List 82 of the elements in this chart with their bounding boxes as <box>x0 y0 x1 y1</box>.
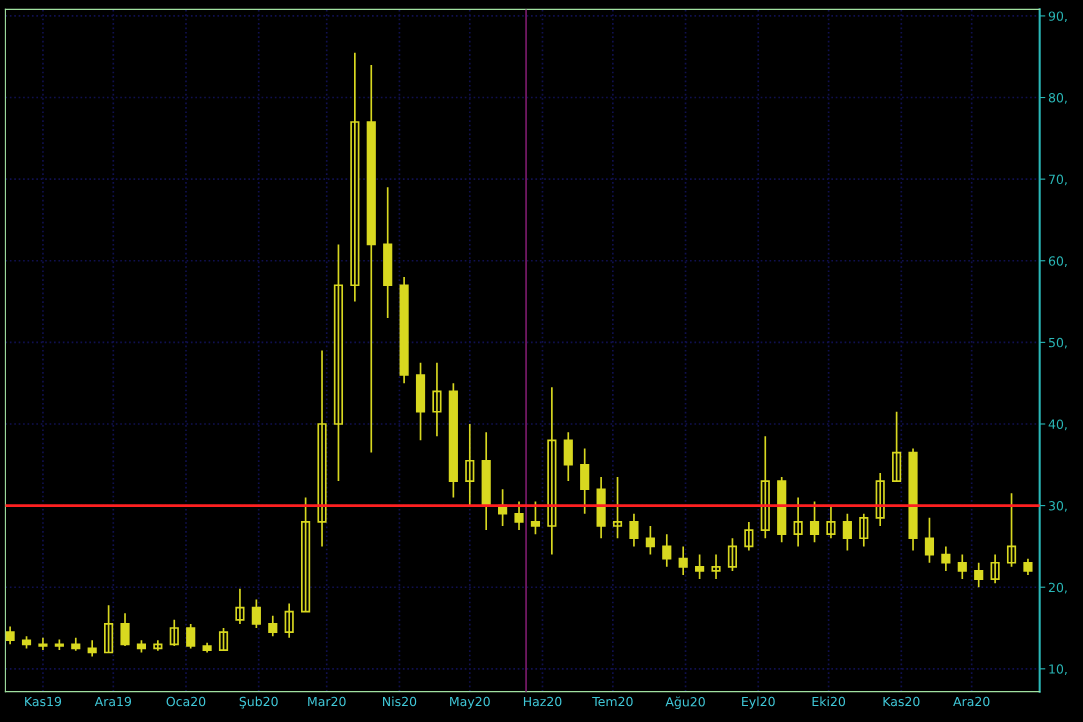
candlestick <box>186 623 196 650</box>
candlestick <box>87 639 97 658</box>
candlestick <box>251 598 261 629</box>
candlestick <box>54 638 64 651</box>
candlestick <box>859 512 869 548</box>
candlestick <box>612 476 623 540</box>
candlestick <box>333 243 344 482</box>
candlestick <box>826 504 836 540</box>
candlestick <box>530 500 541 535</box>
candlestick <box>481 431 491 531</box>
y-tick-label: 10, <box>1049 664 1067 676</box>
x-tick-label: Haz20 <box>523 696 562 707</box>
y-tick-label: 80, <box>1048 93 1067 104</box>
candlestick <box>974 561 984 589</box>
candlestick <box>793 496 803 548</box>
x-tick-label: Ağu20 <box>665 696 705 709</box>
y-tick-label: 50, <box>1048 337 1067 349</box>
candlestick <box>662 533 672 568</box>
candlestick <box>629 512 639 548</box>
candlestick <box>235 588 245 625</box>
x-tick-label: Kas19 <box>25 696 62 707</box>
candlestick <box>1006 492 1017 568</box>
candlestick <box>645 525 655 556</box>
candlestick <box>21 635 32 650</box>
x-tick-label: Tem20 <box>592 696 633 707</box>
candlestick <box>169 619 179 647</box>
candlestick <box>202 641 212 654</box>
candlestick <box>448 382 458 499</box>
candlestick <box>908 447 918 552</box>
candlestick <box>596 476 606 540</box>
candlestick <box>760 435 770 540</box>
candlestick <box>678 545 688 576</box>
y-tick-label: 30, <box>1048 501 1067 512</box>
candlestick <box>744 521 754 552</box>
candlestick <box>580 447 590 515</box>
candlestick <box>842 512 852 552</box>
candlestick <box>284 602 294 639</box>
candlestick <box>924 517 935 564</box>
candlestick <box>153 639 163 652</box>
candlestick <box>218 627 229 652</box>
candlestick <box>695 553 705 580</box>
candlestick <box>990 553 1000 584</box>
candlestick <box>301 496 311 613</box>
x-tick-label: Eki20 <box>812 696 846 707</box>
candlestick <box>104 604 114 654</box>
x-tick-label: Oca20 <box>166 696 206 707</box>
x-tick-label: Eyl20 <box>742 696 775 709</box>
candlestick <box>350 51 360 303</box>
candlestick <box>892 410 902 482</box>
x-tick-label: Ara20 <box>953 696 990 707</box>
candlestick <box>317 349 327 548</box>
candlestick <box>366 64 376 454</box>
candlestick <box>514 500 524 531</box>
candlestick <box>399 276 409 385</box>
candlestick <box>957 553 967 580</box>
x-tick-label: Mar20 <box>308 696 346 707</box>
candlestick <box>727 537 738 572</box>
candlestick <box>465 423 475 507</box>
candlestick <box>38 636 48 651</box>
candlestick <box>809 500 820 544</box>
x-tick-label: May20 <box>450 696 490 709</box>
candlestick <box>71 636 81 652</box>
y-tick-label: 40, <box>1048 419 1067 431</box>
x-tick-label: Nis20 <box>383 696 417 707</box>
candlestick <box>5 625 15 646</box>
candlestick <box>268 614 278 638</box>
y-tick-label: 60, <box>1048 256 1067 267</box>
candlestick <box>383 186 393 319</box>
candlestick <box>120 612 130 647</box>
candlestick <box>563 431 573 482</box>
x-tick-label: Kas20 <box>883 696 920 707</box>
x-tick-label: Ara19 <box>94 696 132 707</box>
candlestick <box>1023 557 1033 576</box>
x-tick-label: Şub20 <box>239 696 278 709</box>
candlestick <box>547 386 557 556</box>
candlestick <box>415 361 426 442</box>
candlestick <box>711 553 721 580</box>
candlestick <box>432 361 442 438</box>
candlestick <box>941 545 951 572</box>
y-tick-label: 70, <box>1049 174 1067 186</box>
y-tick-label: 90, <box>1048 11 1067 23</box>
y-tick-label: 20, <box>1048 582 1067 594</box>
